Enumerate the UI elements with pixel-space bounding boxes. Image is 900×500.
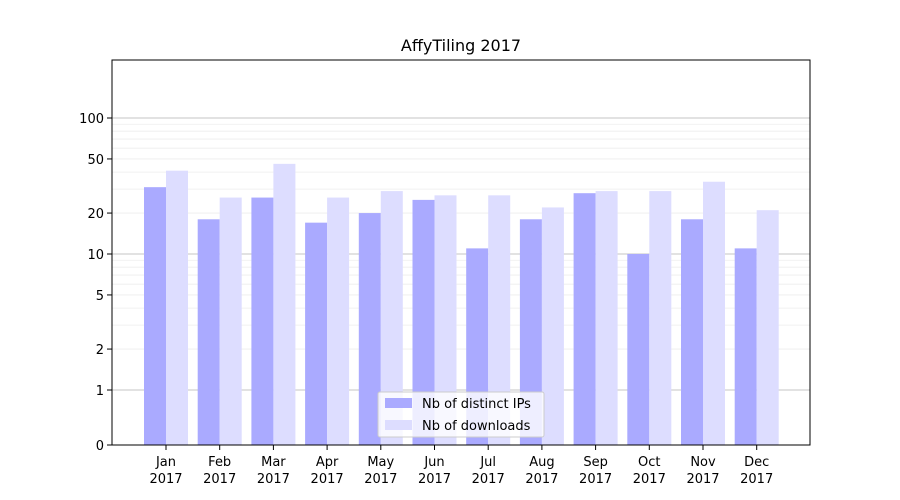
x-tick-label-year: 2017 — [149, 472, 182, 487]
x-tick-label-year: 2017 — [740, 472, 773, 487]
bar-downloads — [327, 197, 350, 445]
x-tick-label-month: Jul — [479, 455, 496, 470]
y-tick-label: 10 — [87, 248, 104, 263]
x-tick-label-year: 2017 — [311, 472, 344, 487]
y-tick-label: 2 — [96, 343, 104, 358]
x-tick-label-month: Jan — [155, 455, 176, 470]
bar-downloads — [434, 195, 457, 445]
bar-distinct-ips — [358, 213, 381, 445]
bar-distinct-ips — [519, 219, 542, 445]
bar-downloads — [541, 207, 564, 445]
bar-distinct-ips — [251, 197, 274, 445]
x-tick-label-year: 2017 — [472, 472, 505, 487]
x-axis: Jan 2017 Feb 2017 Mar 2017 Apr 2017 May 2017 Jun 20… — [149, 445, 773, 487]
x-tick-label-year: 2017 — [364, 472, 397, 487]
legend-swatch-ips — [385, 398, 412, 408]
x-tick-label-month: Oct — [638, 455, 660, 470]
y-tick-label: 5 — [96, 289, 104, 304]
x-tick-label-year: 2017 — [686, 472, 719, 487]
x-tick-label-month: Aug — [529, 455, 554, 470]
chart-title: AffyTiling 2017 — [401, 36, 521, 55]
x-tick-label-month: Nov — [690, 455, 716, 470]
y-tick-label: 0 — [96, 439, 104, 454]
legend-swatch-downloads — [385, 420, 412, 430]
bar-distinct-ips — [305, 222, 328, 445]
x-tick-label-year: 2017 — [203, 472, 236, 487]
bar-downloads — [219, 197, 242, 445]
x-tick-label-year: 2017 — [418, 472, 451, 487]
legend-label-ips: Nb of distinct IPs — [422, 397, 531, 412]
bar-downloads — [703, 181, 725, 445]
bar-distinct-ips — [197, 219, 220, 445]
bar-distinct-ips — [412, 199, 435, 445]
y-tick-label: 100 — [79, 112, 104, 127]
legend-box — [377, 391, 545, 438]
x-tick-label-year: 2017 — [257, 472, 290, 487]
x-tick-label-month: Dec — [744, 455, 769, 470]
x-tick-label-month: Apr — [316, 455, 339, 470]
x-tick-label-month: May — [367, 455, 394, 470]
x-tick-label-year: 2017 — [525, 472, 558, 487]
plot-frame — [111, 59, 811, 446]
bar-downloads — [380, 191, 403, 445]
x-tick-label-month: Mar — [261, 455, 286, 470]
y-tick-label: 20 — [87, 207, 104, 222]
bar-distinct-ips — [144, 187, 166, 445]
y-axis: 0 1 2 5 10 20 50 100 — [79, 112, 112, 454]
bar-downloads — [166, 170, 188, 446]
bar-distinct-ips — [734, 248, 757, 445]
x-tick-label-month: Sep — [583, 455, 608, 470]
bar-downloads — [595, 191, 618, 445]
bar-distinct-ips — [681, 219, 703, 445]
x-tick-label-month: Jun — [423, 455, 444, 470]
legend-label-downloads: Nb of downloads — [422, 419, 531, 434]
y-tick-label: 1 — [96, 384, 104, 399]
x-tick-label-month: Feb — [208, 455, 231, 470]
bar-downloads — [649, 191, 672, 445]
y-tick-label: 50 — [87, 153, 104, 168]
bar-distinct-ips — [627, 254, 650, 445]
bar-downloads — [273, 163, 296, 445]
legend: Nb of distinct IPs Nb of downloads — [377, 391, 545, 438]
bar-distinct-ips — [573, 193, 596, 445]
x-tick-label-year: 2017 — [633, 472, 666, 487]
bar-downloads — [488, 195, 511, 445]
bars — [144, 163, 779, 446]
x-tick-label-year: 2017 — [579, 472, 612, 487]
bar-downloads — [756, 210, 779, 445]
